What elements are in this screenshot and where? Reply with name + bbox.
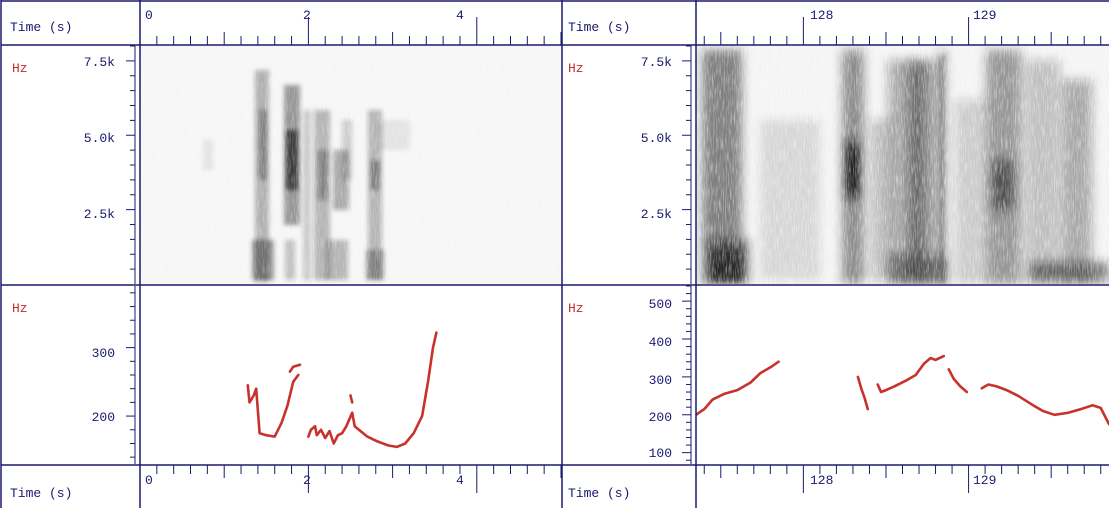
right-spectrogram <box>696 46 1109 284</box>
left-spectrogram <box>140 46 561 284</box>
left-spec-tick-2.5k: 2.5k <box>84 207 115 222</box>
right-pitch-tick-400: 400 <box>649 335 672 350</box>
left-time-label-bottom: Time (s) <box>10 486 72 501</box>
left-time-tick-label-0: 0 <box>145 8 153 23</box>
left-pitch-tick-300: 300 <box>92 346 115 361</box>
pitch-segment-3 <box>349 394 354 404</box>
right-time-tick-label-129-bottom: 129 <box>973 473 996 488</box>
pitch-segment-0 <box>696 360 780 417</box>
right-time-label-bottom: Time (s) <box>568 486 630 501</box>
pitch-segment-1 <box>288 363 302 373</box>
right-time-tick-label-128-bottom: 128 <box>810 473 833 488</box>
right-spec-tick-2.5k: 2.5k <box>641 207 672 222</box>
pitch-segment-0 <box>246 373 300 438</box>
pitch-segment-2 <box>307 331 438 449</box>
right-spec-tick-5.0k: 5.0k <box>641 131 672 146</box>
left-time-ticks-bottom <box>139 465 562 493</box>
left-spectrogram-y-ticks <box>126 45 136 284</box>
right-time-ticks-bottom <box>703 465 1102 493</box>
left-pitch-hz-label: Hz <box>12 301 28 316</box>
left-time-tick-label-0-bottom: 0 <box>145 473 153 488</box>
right-pitch-plot <box>696 354 1109 426</box>
right-pitch-tick-200: 200 <box>649 410 672 425</box>
left-time-label-top: Time (s) <box>10 20 72 35</box>
right-spectrogram-y-ticks <box>682 45 692 284</box>
right-pitch-tick-300: 300 <box>649 373 672 388</box>
left-panel: Time (s) Time (s) 0 2 4 0 2 4 Hz 7.5k 5.… <box>10 8 562 501</box>
left-pitch-tick-200: 200 <box>92 410 115 425</box>
pitch-segment-2 <box>876 354 946 394</box>
right-spec-tick-7.5k: 7.5k <box>641 55 672 70</box>
pitch-segment-3 <box>947 367 969 394</box>
left-time-tick-label-2-bottom: 2 <box>303 473 311 488</box>
right-pitch-tick-100: 100 <box>649 446 672 461</box>
right-time-tick-label-129: 129 <box>973 8 996 23</box>
left-spec-tick-5.0k: 5.0k <box>84 131 115 146</box>
pitch-segment-1 <box>856 375 870 411</box>
pitch-segment-4 <box>980 383 1109 426</box>
left-pitch-plot <box>246 331 438 449</box>
right-time-tick-label-128: 128 <box>810 8 833 23</box>
left-spectrogram-hz-label: Hz <box>12 61 28 76</box>
left-pitch-y-ticks <box>126 286 136 464</box>
left-time-tick-label-4-bottom: 4 <box>456 473 464 488</box>
right-pitch-y-ticks <box>682 285 692 464</box>
left-spec-tick-7.5k: 7.5k <box>84 55 115 70</box>
right-pitch-tick-500: 500 <box>649 297 672 312</box>
right-spectrogram-hz-label: Hz <box>568 61 584 76</box>
right-pitch-hz-label: Hz <box>568 301 584 316</box>
right-time-label-top: Time (s) <box>568 20 630 35</box>
left-time-tick-label-2: 2 <box>303 8 311 23</box>
right-panel: Time (s) Time (s) 128 129 128 129 Hz 7.5… <box>568 8 1109 501</box>
right-time-ticks-top <box>703 17 1102 45</box>
left-time-ticks-top <box>139 17 562 45</box>
left-time-tick-label-4: 4 <box>456 8 464 23</box>
